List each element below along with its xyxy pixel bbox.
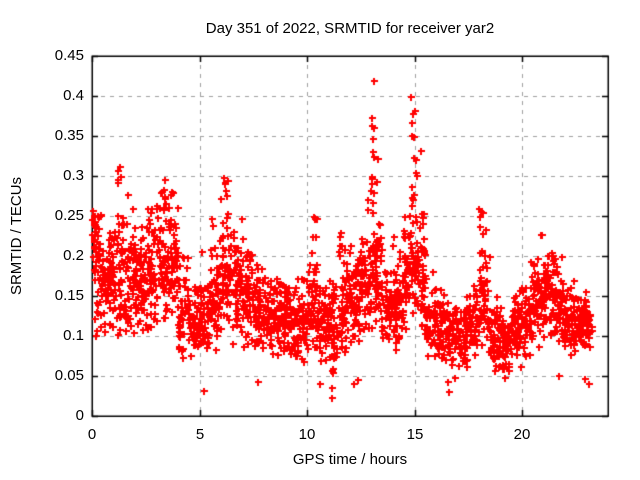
y-tick-label: 0.15 [54, 287, 84, 304]
y-tick-label: 0.25 [54, 207, 84, 224]
y-tick-label: 0.3 [63, 167, 84, 184]
chart-title: Day 351 of 2022, SRMTID for receiver yar… [205, 20, 495, 37]
x-tick-label: 0 [87, 426, 97, 443]
x-tick-label: 20 [513, 426, 531, 443]
x-tick-label: 10 [298, 426, 316, 443]
y-tick-label: 0 [75, 407, 84, 424]
y-tick-label: 0.35 [54, 127, 84, 144]
y-tick-label: 0.1 [63, 327, 84, 344]
x-tick-label: 5 [195, 426, 205, 443]
x-tick-label: 15 [406, 426, 424, 443]
y-tick-label: 0.4 [63, 87, 84, 104]
y-tick-label: 0.45 [54, 47, 84, 64]
y-tick-label: 0.2 [63, 247, 84, 264]
y-tick-label: 0.05 [54, 367, 84, 384]
y-axis-title: SRMTID / TECUs [8, 176, 25, 296]
x-axis-title: GPS time / hours [292, 451, 408, 468]
